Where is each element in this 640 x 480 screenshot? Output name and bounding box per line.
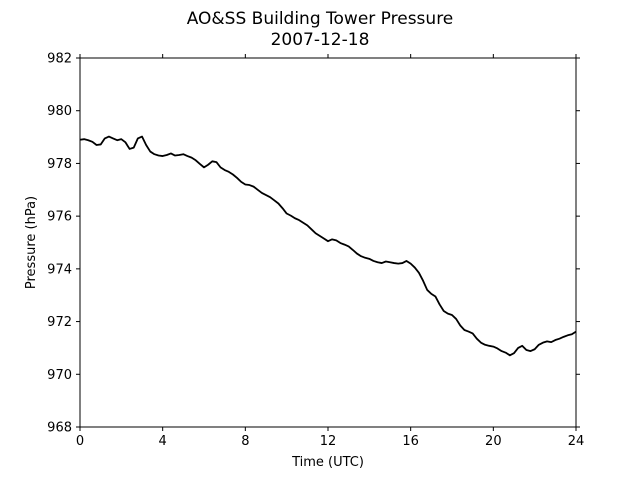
x-tick-label: 8 bbox=[241, 434, 249, 449]
y-tick-label: 974 bbox=[47, 262, 72, 277]
x-tick-label: 16 bbox=[402, 434, 419, 449]
y-tick-label: 968 bbox=[47, 421, 72, 436]
x-tick-label: 20 bbox=[485, 434, 502, 449]
x-tick-label: 4 bbox=[159, 434, 167, 449]
x-axis-label: Time (UTC) bbox=[291, 455, 364, 470]
x-tick-label: 0 bbox=[76, 434, 84, 449]
y-tick-label: 980 bbox=[47, 104, 72, 119]
y-axis-label: Pressure (hPa) bbox=[24, 196, 39, 289]
y-tick-label: 972 bbox=[47, 315, 72, 330]
y-tick-label: 982 bbox=[47, 52, 72, 67]
chart-title: AO&SS Building Tower Pressure bbox=[187, 9, 454, 29]
y-tick-label: 970 bbox=[47, 368, 72, 383]
pressure-series-line bbox=[79, 135, 577, 357]
y-tick-label: 978 bbox=[47, 157, 72, 172]
x-tick-label: 24 bbox=[568, 434, 585, 449]
axis-ticks: 0 4 8 12 16 20 24 968 970 972 974 976 978 980 982 bbox=[47, 52, 584, 450]
plot-frame bbox=[79, 57, 577, 428]
chart-subtitle: 2007-12-18 bbox=[271, 30, 370, 50]
x-tick-label: 12 bbox=[320, 434, 337, 449]
y-tick-label: 976 bbox=[47, 210, 72, 225]
